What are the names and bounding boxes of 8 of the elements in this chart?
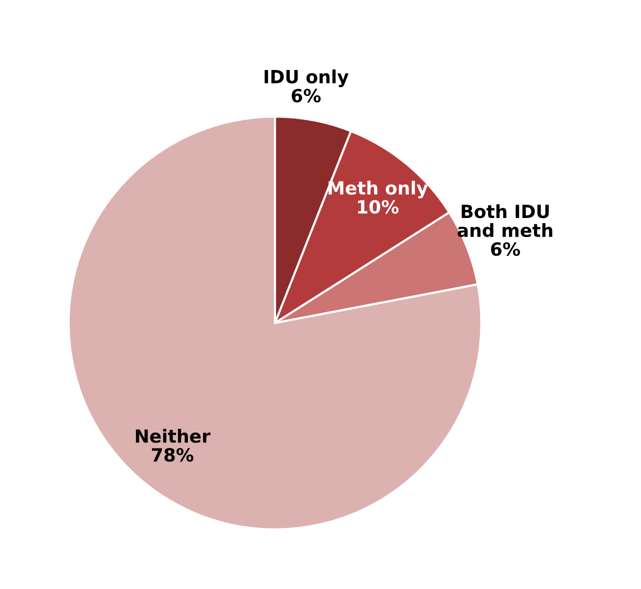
data-label: 6%: [491, 242, 520, 256]
data-label: 10%: [358, 200, 399, 214]
data-label: 78%: [152, 448, 194, 462]
data-label: 6%: [292, 88, 321, 102]
slice-label: IDU only: [264, 69, 349, 88]
slice-label: Meth only: [328, 180, 428, 198]
slice-label: Neither: [136, 428, 210, 443]
slice-label: Both IDU and meth: [458, 204, 552, 238]
